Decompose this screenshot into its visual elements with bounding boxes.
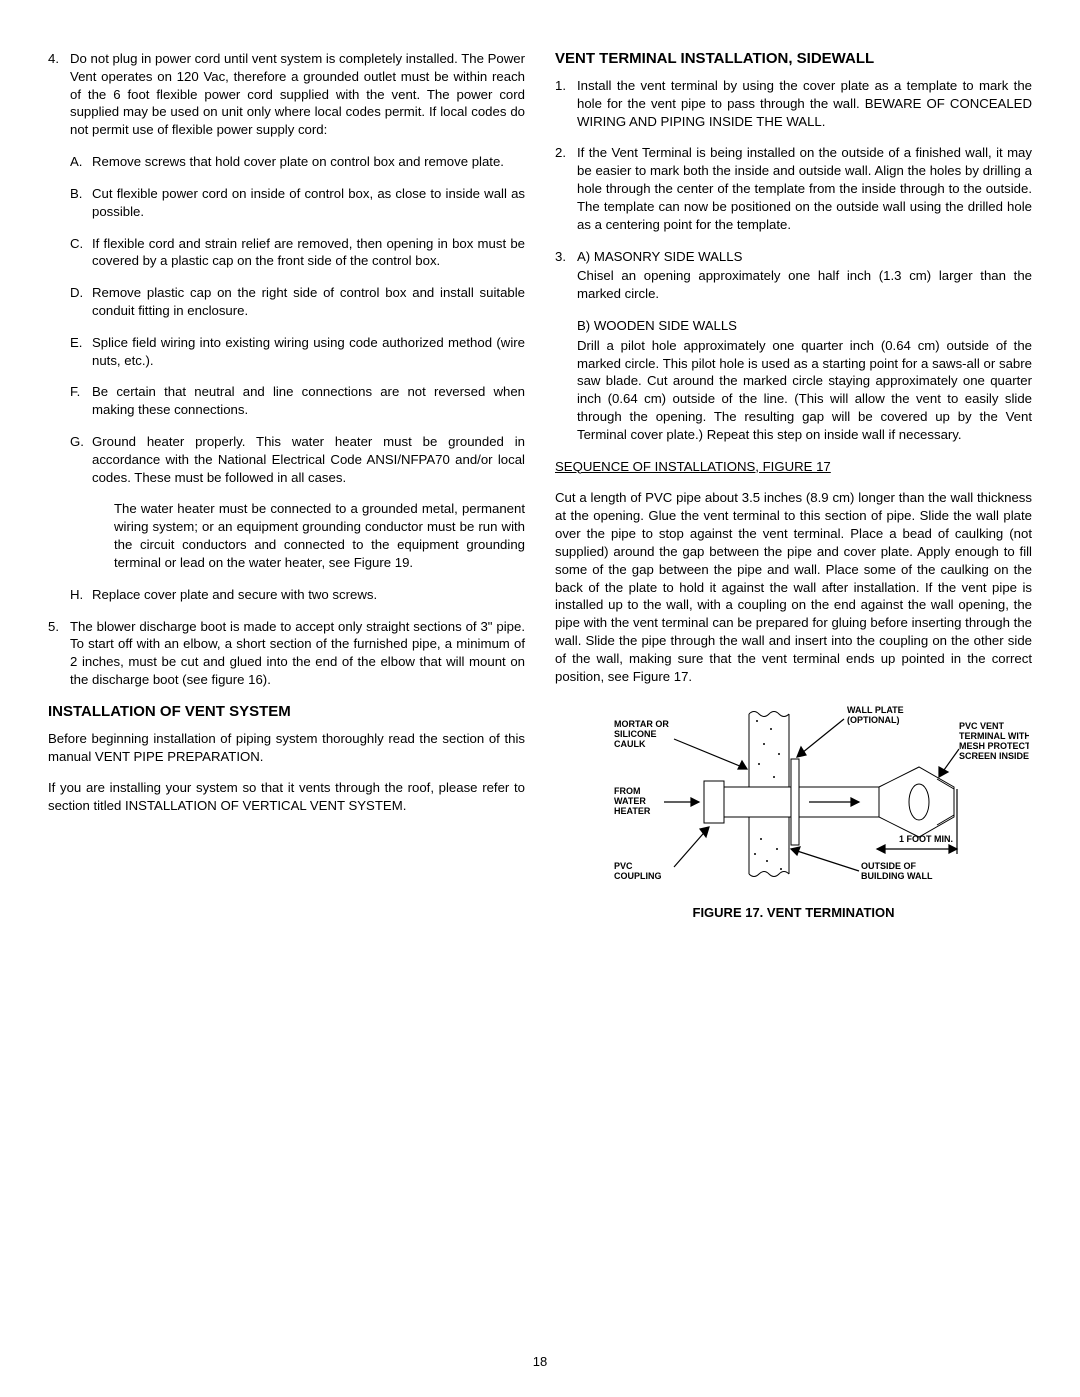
svg-text:COUPLING: COUPLING <box>614 871 662 881</box>
svg-text:TERMINAL WITH: TERMINAL WITH <box>959 731 1029 741</box>
list-item-2: 2. If the Vent Terminal is being install… <box>555 144 1032 233</box>
list-item-3b-body: Drill a pilot hole approximately one qua… <box>577 337 1032 444</box>
svg-text:BUILDING WALL: BUILDING WALL <box>861 871 933 881</box>
list-item-3a-body: Chisel an opening approximately one half… <box>577 267 1032 303</box>
figure-caption: FIGURE 17. VENT TERMINATION <box>555 905 1032 920</box>
svg-text:(OPTIONAL): (OPTIONAL) <box>847 715 900 725</box>
paragraph: If you are installing your system so tha… <box>48 779 525 815</box>
svg-text:FROM: FROM <box>614 786 641 796</box>
svg-text:SILICONE: SILICONE <box>614 729 657 739</box>
sub-item-f: F. Be certain that neutral and line conn… <box>70 383 525 419</box>
svg-text:SCREEN INSIDE: SCREEN INSIDE <box>959 751 1029 761</box>
sub-item-h: H. Replace cover plate and secure with t… <box>70 586 525 604</box>
list-item-3b-head: B) WOODEN SIDE WALLS <box>577 317 1032 335</box>
list-item-4: 4. Do not plug in power cord until vent … <box>48 50 525 139</box>
sub-item-a: A. Remove screws that hold cover plate o… <box>70 153 525 171</box>
right-column: VENT TERMINAL INSTALLATION, SIDEWALL 1. … <box>555 50 1032 920</box>
left-column: 4. Do not plug in power cord until vent … <box>48 50 525 920</box>
svg-text:1 FOOT MIN.: 1 FOOT MIN. <box>899 834 953 844</box>
list-item-5: 5. The blower discharge boot is made to … <box>48 618 525 689</box>
figure-17: MORTAR OR SILICONE CAULK FROM WATER HEAT… <box>555 699 1032 920</box>
svg-text:CAULK: CAULK <box>614 739 646 749</box>
section-heading-install-vent: INSTALLATION OF VENT SYSTEM <box>48 703 525 720</box>
list-item-3a: 3. A) MASONRY SIDE WALLS <box>555 248 1032 266</box>
sub-item-b: B. Cut flexible power cord on inside of … <box>70 185 525 221</box>
sub-item-c: C. If flexible cord and strain relief ar… <box>70 235 525 271</box>
item-text: The blower discharge boot is made to acc… <box>70 618 525 689</box>
paragraph: Cut a length of PVC pipe about 3.5 inche… <box>555 489 1032 685</box>
sub-list: A. Remove screws that hold cover plate o… <box>70 153 525 603</box>
item-number: 5. <box>48 618 70 689</box>
paragraph: Before beginning installation of piping … <box>48 730 525 766</box>
page-number: 18 <box>0 1354 1080 1369</box>
item-number: 4. <box>48 50 70 139</box>
svg-text:PVC: PVC <box>614 861 633 871</box>
svg-text:PVC VENT: PVC VENT <box>959 721 1005 731</box>
svg-text:HEATER: HEATER <box>614 806 651 816</box>
svg-text:WATER: WATER <box>614 796 646 806</box>
svg-text:WALL PLATE: WALL PLATE <box>847 705 904 715</box>
svg-text:MORTAR OR: MORTAR OR <box>614 719 669 729</box>
vent-termination-diagram-icon: MORTAR OR SILICONE CAULK FROM WATER HEAT… <box>559 699 1029 899</box>
svg-text:OUTSIDE OF: OUTSIDE OF <box>861 861 917 871</box>
sequence-heading: SEQUENCE OF INSTALLATIONS, FIGURE 17 <box>555 458 1032 476</box>
sub-item-e: E. Splice field wiring into existing wir… <box>70 334 525 370</box>
list-item-1: 1. Install the vent terminal by using th… <box>555 77 1032 130</box>
sub-item-d: D. Remove plastic cap on the right side … <box>70 284 525 320</box>
sub-item-g-para2: The water heater must be connected to a … <box>114 500 525 571</box>
item-text: Do not plug in power cord until vent sys… <box>70 50 525 139</box>
svg-text:MESH PROTECTIVE: MESH PROTECTIVE <box>959 741 1029 751</box>
sub-item-g: G. Ground heater properly. This water he… <box>70 433 525 486</box>
section-heading-vent-terminal: VENT TERMINAL INSTALLATION, SIDEWALL <box>555 50 1032 67</box>
